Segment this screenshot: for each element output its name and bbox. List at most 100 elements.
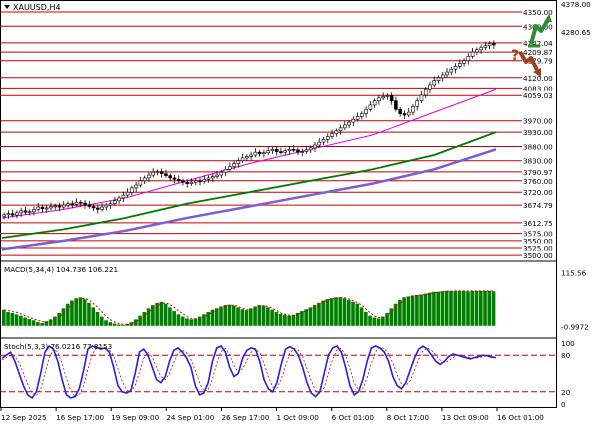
macd-bar <box>436 291 440 326</box>
macd-bar <box>329 298 334 326</box>
macd-bar <box>355 303 360 326</box>
macd-bar <box>376 318 381 326</box>
time-tick-label: 13 Oct 09:00 <box>442 413 489 422</box>
candle-body <box>291 149 296 151</box>
macd-tick-label: -0.9972 <box>561 322 589 331</box>
macd-bar <box>65 303 70 326</box>
candle-body <box>394 100 398 110</box>
candle-body <box>330 133 334 137</box>
candle-body <box>428 84 432 90</box>
candle-body <box>176 179 181 182</box>
macd-bar <box>231 305 236 326</box>
macd-bar <box>112 323 117 326</box>
macd-bar <box>210 309 215 326</box>
time-tick-label: 19 Sep 09:00 <box>111 413 159 422</box>
macd-bar <box>53 316 57 326</box>
time-tick-label: 6 Oct 01:00 <box>332 413 375 422</box>
macd-bar <box>121 324 125 326</box>
candle-body <box>44 207 49 210</box>
candle-body <box>236 160 241 164</box>
macd-bar <box>257 305 262 326</box>
macd-signal-line <box>4 290 494 325</box>
macd-bar <box>70 300 74 326</box>
macd-bar <box>108 322 113 326</box>
macd-bar <box>402 297 406 326</box>
candle-body <box>151 171 155 176</box>
stoch-tick-label: 0 <box>561 400 566 409</box>
candle-body <box>279 151 283 153</box>
macd-bar <box>168 307 172 326</box>
macd-bar <box>197 316 202 326</box>
macd-bar <box>146 308 151 326</box>
candle-body <box>270 149 275 152</box>
candle-body <box>487 43 492 47</box>
candle-body <box>74 201 79 205</box>
level-label-bg <box>522 141 556 151</box>
macd-bar <box>419 294 423 326</box>
level-label: 3674.79 <box>523 201 553 210</box>
macd-bar <box>134 319 138 326</box>
candle-body <box>228 166 232 170</box>
macd-bar <box>44 321 49 326</box>
candle-body <box>398 108 402 114</box>
candle-body <box>440 74 445 79</box>
candle-body <box>355 116 360 120</box>
macd-bar <box>457 290 462 326</box>
macd-bar <box>138 315 142 326</box>
candle-body <box>96 207 100 210</box>
candle-body <box>6 213 11 216</box>
macd-bar <box>304 309 308 326</box>
candle-body <box>10 213 15 216</box>
candle-body <box>253 151 258 156</box>
candle-body <box>287 149 292 152</box>
ma-fast-line <box>1 88 497 219</box>
level-label-bg <box>522 73 556 83</box>
stoch-tick-label: 100 <box>561 339 575 348</box>
level-label-bg <box>522 236 556 246</box>
ma-slow-line <box>1 148 497 251</box>
brown-down-arrow-icon <box>518 50 541 77</box>
macd-bar <box>449 290 453 326</box>
stoch-tick-label: 80 <box>561 351 571 360</box>
macd-bar <box>180 316 185 326</box>
macd-bar <box>321 300 326 326</box>
candle-body <box>321 138 326 143</box>
candle-body <box>419 94 424 101</box>
candle-body <box>466 56 471 61</box>
macd-bar <box>172 311 176 326</box>
candle-body <box>125 191 130 196</box>
candle-body <box>445 71 449 76</box>
time-tick-label: 26 Sep 17:00 <box>221 413 269 422</box>
macd-bar <box>202 314 206 326</box>
candle-body <box>185 181 190 184</box>
candle-body <box>193 180 198 183</box>
price-tick-label: 4280.65 <box>561 28 591 37</box>
price-axis-labels: 4378.00 4280.65 <box>561 0 591 37</box>
symbol-header[interactable]: XAUUSD,H4 <box>4 3 61 12</box>
level-label: 3930.00 <box>523 128 553 137</box>
candle-body <box>423 88 428 96</box>
macd-bar <box>483 290 487 326</box>
candle-body <box>53 205 58 208</box>
candle-body <box>411 106 415 113</box>
candle-body <box>121 194 126 199</box>
candle-body <box>343 124 347 129</box>
macd-bar <box>270 309 274 326</box>
macd-bar <box>385 312 389 326</box>
candle-body <box>308 147 313 151</box>
macd-bar <box>57 312 61 326</box>
candle-body <box>338 127 343 132</box>
stoch-tick-label: 20 <box>561 388 571 397</box>
macd-bar <box>261 305 266 326</box>
macd-bar <box>474 290 479 326</box>
candle-body <box>364 108 368 114</box>
level-label-bg <box>522 56 556 66</box>
triangle-down-icon[interactable] <box>4 5 10 9</box>
level-label-bg <box>522 243 556 253</box>
candle-body <box>266 150 270 154</box>
macd-bar <box>359 307 364 326</box>
level-label: 3760.00 <box>523 177 553 186</box>
candle-body <box>198 180 202 183</box>
